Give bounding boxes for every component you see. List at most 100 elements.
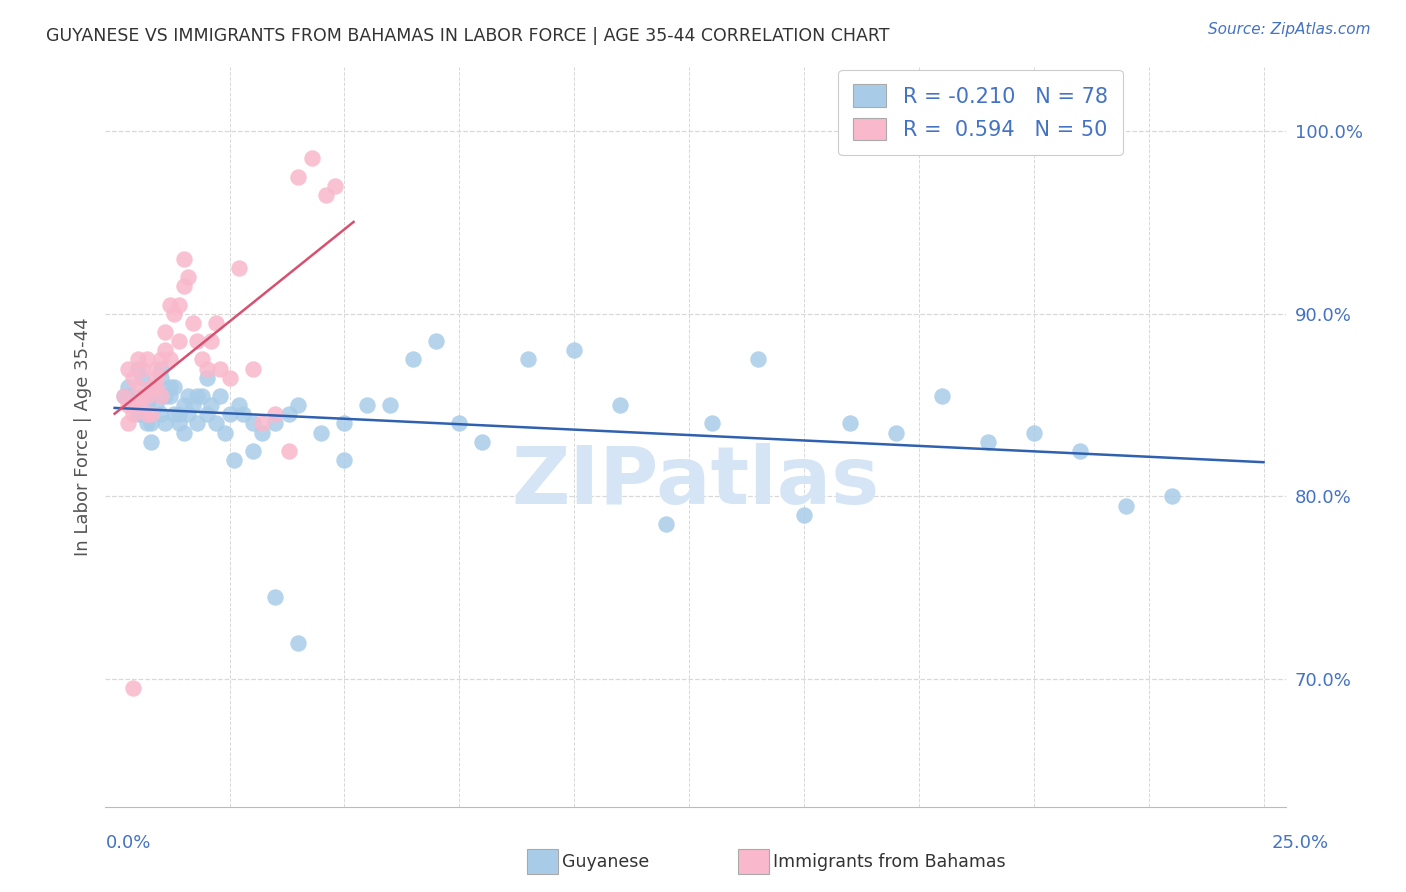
Point xyxy=(242,417,264,431)
Point xyxy=(135,352,157,367)
Point xyxy=(167,417,190,431)
Point xyxy=(655,516,678,531)
Point xyxy=(977,434,1000,449)
Point xyxy=(356,398,378,412)
Point xyxy=(1115,499,1137,513)
Point xyxy=(122,398,145,412)
Point xyxy=(112,389,135,403)
Point xyxy=(228,398,250,412)
Text: Source: ZipAtlas.com: Source: ZipAtlas.com xyxy=(1208,22,1371,37)
Point xyxy=(287,636,309,650)
Point xyxy=(301,151,323,165)
Point xyxy=(191,389,214,403)
Point xyxy=(127,407,149,421)
Point xyxy=(250,425,273,440)
Point xyxy=(131,389,153,403)
Point xyxy=(195,361,218,376)
Point xyxy=(117,389,139,403)
Point xyxy=(173,252,195,266)
Point xyxy=(186,334,208,348)
Point xyxy=(131,361,153,376)
Point xyxy=(838,417,860,431)
Point xyxy=(117,417,139,431)
Point xyxy=(145,370,167,384)
Point xyxy=(127,398,149,412)
Point xyxy=(149,407,172,421)
Point xyxy=(167,334,190,348)
Point xyxy=(177,407,200,421)
Point xyxy=(191,352,214,367)
Point xyxy=(232,407,254,421)
Legend: R = -0.210   N = 78, R =  0.594   N = 50: R = -0.210 N = 78, R = 0.594 N = 50 xyxy=(838,70,1122,155)
Point xyxy=(471,434,494,449)
Point xyxy=(112,389,135,403)
Point xyxy=(131,407,153,421)
Point xyxy=(149,370,172,384)
Point xyxy=(141,434,163,449)
Point xyxy=(747,352,769,367)
Point xyxy=(145,380,167,394)
Point xyxy=(181,398,204,412)
Point xyxy=(204,417,226,431)
Point xyxy=(517,352,540,367)
Point xyxy=(149,361,172,376)
Point xyxy=(159,297,181,311)
Point xyxy=(173,398,195,412)
Point xyxy=(333,453,356,467)
Point xyxy=(333,417,356,431)
Point xyxy=(163,407,186,421)
Point xyxy=(117,380,139,394)
Point xyxy=(609,398,631,412)
Point xyxy=(218,370,240,384)
Point xyxy=(127,398,149,412)
Point xyxy=(131,370,153,384)
Text: 25.0%: 25.0% xyxy=(1271,834,1329,852)
Point xyxy=(425,334,447,348)
Point xyxy=(135,417,157,431)
Point xyxy=(135,398,157,412)
Point xyxy=(200,334,222,348)
Point xyxy=(173,425,195,440)
Point xyxy=(127,361,149,376)
Point xyxy=(278,443,301,458)
Point xyxy=(204,316,226,330)
Point xyxy=(181,316,204,330)
Point xyxy=(163,307,186,321)
Point xyxy=(884,425,907,440)
Point xyxy=(186,417,208,431)
Text: Guyanese: Guyanese xyxy=(562,853,650,871)
Point xyxy=(195,407,218,421)
Point xyxy=(323,178,346,193)
Point xyxy=(224,453,246,467)
Point xyxy=(250,417,273,431)
Text: Immigrants from Bahamas: Immigrants from Bahamas xyxy=(773,853,1005,871)
Point xyxy=(135,407,157,421)
Point xyxy=(200,398,222,412)
Point xyxy=(131,389,153,403)
Point xyxy=(209,389,232,403)
Point xyxy=(145,361,167,376)
Text: ZIPatlas: ZIPatlas xyxy=(512,442,880,521)
Point xyxy=(264,417,287,431)
Point xyxy=(228,260,250,275)
Point xyxy=(149,389,172,403)
Point xyxy=(167,297,190,311)
Point xyxy=(141,417,163,431)
Point xyxy=(218,407,240,421)
Point xyxy=(1022,425,1045,440)
Point xyxy=(242,443,264,458)
Point xyxy=(122,681,145,696)
Point xyxy=(177,389,200,403)
Point xyxy=(242,361,264,376)
Point xyxy=(141,389,163,403)
Y-axis label: In Labor Force | Age 35-44: In Labor Force | Age 35-44 xyxy=(73,318,91,557)
Point xyxy=(127,352,149,367)
Point xyxy=(1069,443,1091,458)
Point xyxy=(315,187,337,202)
Point xyxy=(153,343,176,358)
Point xyxy=(122,370,145,384)
Point xyxy=(287,398,309,412)
Point xyxy=(195,370,218,384)
Point xyxy=(141,407,163,421)
Point xyxy=(153,325,176,339)
